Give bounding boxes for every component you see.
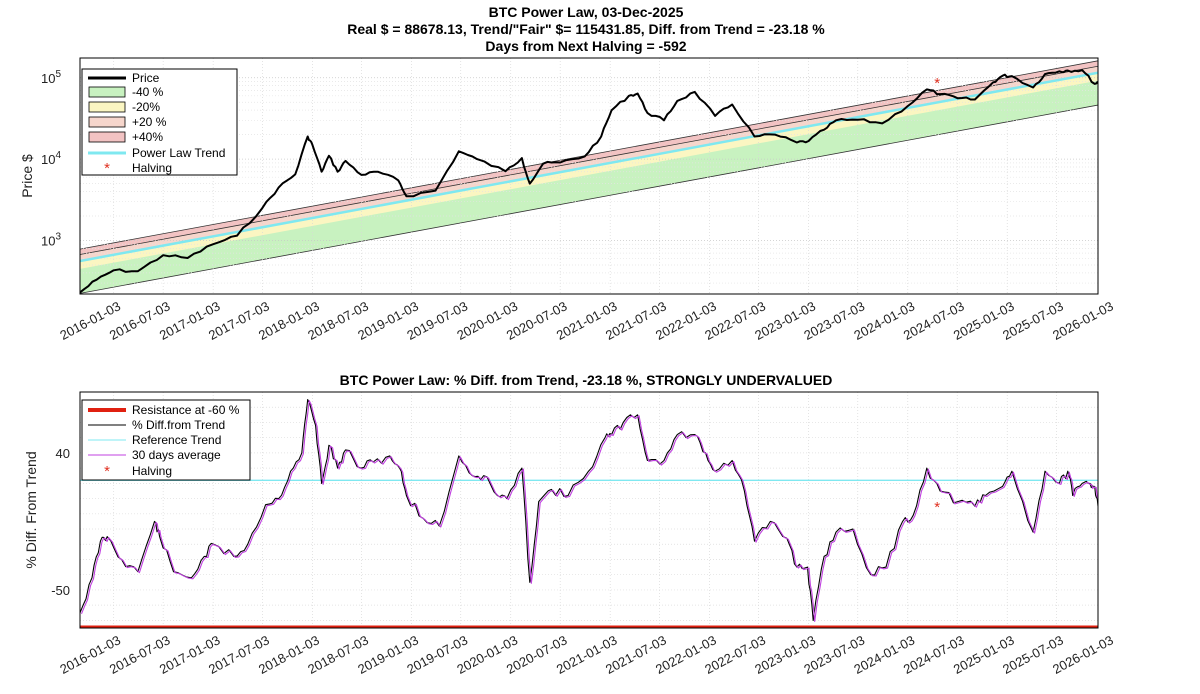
- legend-label-minus-20: -20%: [132, 100, 160, 114]
- legend-label-plus-40: +40%: [132, 130, 163, 144]
- thirty-day-average-line: [80, 400, 1098, 622]
- y-tick-label-0: 103: [41, 231, 61, 248]
- chart-title-line-3: Days from Next Halving = -592: [485, 38, 686, 54]
- legend-swatch-halving: *: [104, 463, 110, 480]
- legend-label-plus-20: +20 %: [132, 115, 167, 129]
- chart-title-line-2: Real $ = 88678.13, Trend/"Fair" $= 11543…: [347, 21, 825, 37]
- legend-swatch-plus-20: [88, 116, 126, 128]
- chart-title-line-1: BTC Power Law, 03-Dec-2025: [489, 4, 684, 20]
- band-edge-line-0: [80, 104, 1098, 294]
- x-tick-labels: 2016-01-032016-07-032017-01-032017-07-03…: [57, 298, 1115, 342]
- diff-series-line: [80, 399, 1098, 621]
- price-series-line: [80, 69, 1098, 294]
- halving-marker: *: [934, 499, 940, 516]
- y-axis-label: Price $: [19, 154, 35, 198]
- legend: Price -40 % -20% +20 % +40% Power Law Tr…: [81, 68, 238, 177]
- diff-chart-title: BTC Power Law: % Diff. from Trend, -23.1…: [340, 372, 833, 388]
- legend-swatch-minus-40: [88, 86, 126, 98]
- band-edge-line-2: [80, 60, 1098, 250]
- legend-label-halving: Halving: [132, 161, 172, 175]
- power-law-trend-line: [80, 71, 1098, 263]
- y-tick-labels: 40 -50: [51, 446, 70, 598]
- legend-label-reference: Reference Trend: [132, 433, 221, 447]
- y-tick-label-0: 40: [56, 446, 70, 461]
- legend-label-price: Price: [132, 71, 160, 85]
- legend-swatch-plus-40: [88, 131, 126, 143]
- legend-label-diff: % Diff.from Trend: [132, 418, 225, 432]
- y-tick-label-1: -50: [51, 583, 70, 598]
- band-minus-40: [80, 72, 1098, 294]
- legend-label-minus-40: -40 %: [132, 85, 164, 99]
- plot-frame: [79, 57, 1099, 295]
- plot-lines: *: [80, 69, 1098, 294]
- x-tick-labels: 2016-01-032016-07-032017-01-032017-07-03…: [57, 632, 1115, 676]
- legend-swatch-halving: *: [104, 160, 110, 177]
- band-minus-20: [80, 72, 1098, 269]
- y-tick-labels: 103 104 105: [41, 69, 61, 249]
- legend-swatch-minus-20: [88, 101, 126, 113]
- price-power-law-chart: BTC Power Law, 03-Dec-2025 Real $ = 8867…: [19, 4, 1116, 343]
- legend-label-average: 30 days average: [132, 448, 221, 462]
- legend-label-resistance: Resistance at -60 %: [132, 403, 240, 417]
- y-tick-label-2: 105: [41, 69, 61, 86]
- legend: Resistance at -60 % % Diff.from Trend Re…: [81, 399, 251, 481]
- valuation-bands: [80, 60, 1098, 294]
- grid-lines: [80, 58, 1098, 294]
- percent-diff-chart: BTC Power Law: % Diff. from Trend, -23.1…: [23, 372, 1116, 677]
- y-tick-label-1: 104: [41, 150, 61, 167]
- legend-label-trend: Power Law Trend: [132, 146, 225, 160]
- plot-frame: [79, 391, 1099, 629]
- legend-label-halving: Halving: [132, 464, 172, 478]
- halving-marker: *: [934, 75, 940, 92]
- plot-lines: *: [80, 399, 1098, 628]
- y-axis-label: % Diff. From Trend: [23, 451, 39, 568]
- band-plus-20: [80, 66, 1098, 261]
